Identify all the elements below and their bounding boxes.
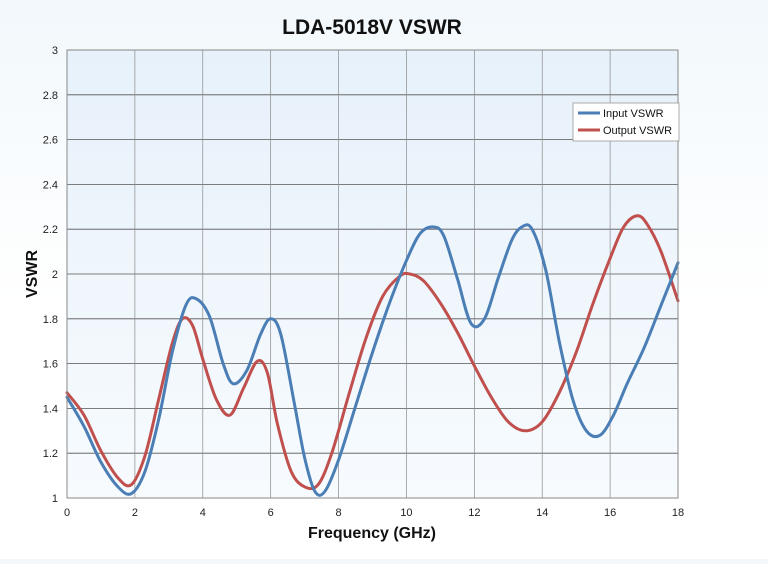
series-line-output-vswr — [65, 214, 680, 491]
x-tick-label: 6 — [268, 507, 274, 519]
y-tick-label: 1.8 — [43, 314, 58, 326]
legend-label-output-vswr: Output VSWR — [603, 125, 672, 137]
y-tick-label: 2 — [52, 269, 58, 281]
x-tick-label: 14 — [536, 507, 548, 519]
x-tick-label: 16 — [604, 507, 616, 519]
x-tick-label: 8 — [335, 507, 341, 519]
legend-box — [572, 102, 680, 142]
series-lines — [65, 214, 680, 497]
y-tick-label: 1.2 — [43, 448, 58, 460]
legend: Input VSWR Output VSWR — [572, 102, 680, 142]
x-tick-label: 4 — [200, 507, 206, 519]
series-line-input-vswr — [65, 223, 680, 497]
x-axis-title: Frequency (GHz) — [308, 525, 436, 542]
x-tick-label: 2 — [132, 507, 138, 519]
x-tick-label: 18 — [672, 507, 684, 519]
y-tick-label: 2.2 — [43, 224, 58, 236]
tick-labels: 1 1.2 1.4 1.6 1.8 2 2.2 2.4 2.6 2.8 3 0 2 4 6 8 10 12 14 16… — [43, 45, 684, 519]
chart-title: LDA-5018V VSWR — [282, 16, 462, 39]
x-tick-label: 12 — [468, 507, 480, 519]
y-tick-label: 2.6 — [43, 135, 58, 147]
y-axis-title: VSWR — [24, 250, 41, 298]
y-tick-label: 1.6 — [43, 359, 58, 371]
y-tick-label: 1.4 — [43, 403, 58, 415]
x-tick-label: 10 — [400, 507, 412, 519]
y-tick-label: 1 — [52, 493, 58, 505]
y-tick-label: 2.4 — [43, 179, 58, 191]
y-tick-label: 3 — [52, 45, 58, 57]
x-tick-label: 0 — [64, 507, 70, 519]
plot-border — [66, 49, 679, 499]
y-tick-label: 2.8 — [43, 90, 58, 102]
legend-label-input-vswr: Input VSWR — [603, 108, 664, 120]
